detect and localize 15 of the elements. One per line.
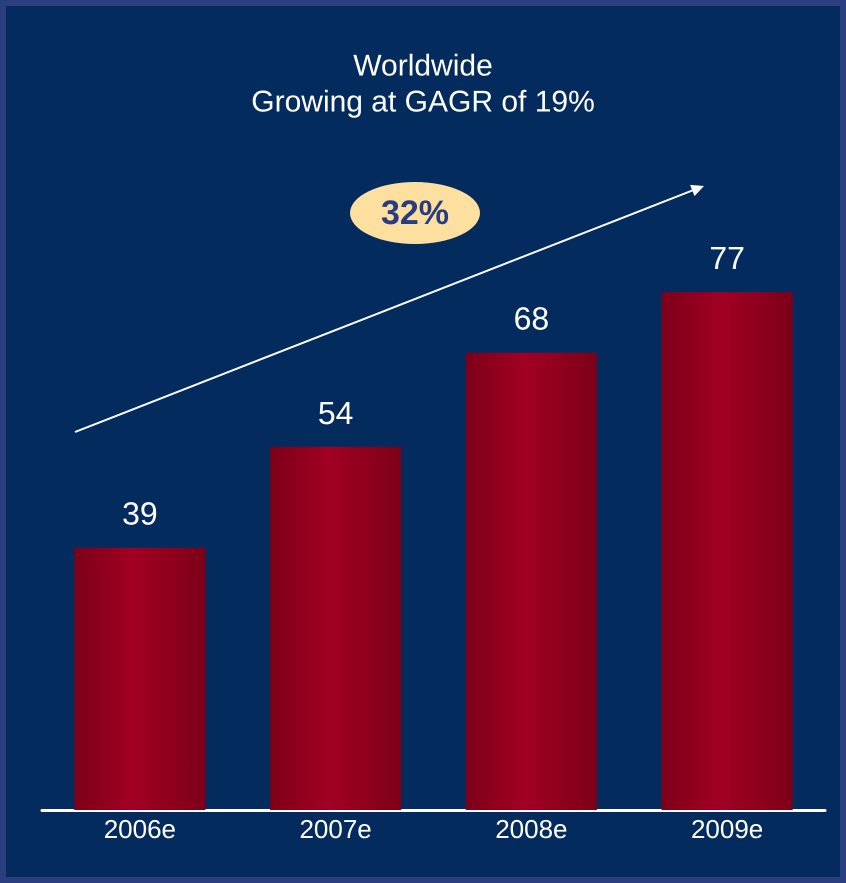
- x-tick-label: 2006e: [104, 814, 176, 844]
- chart-title: Worldwide: [353, 50, 493, 82]
- bar: [466, 352, 597, 810]
- bar: [662, 292, 793, 810]
- data-label: 68: [514, 300, 550, 337]
- x-tick-label: 2007e: [299, 814, 372, 844]
- x-tick-label: 2008e: [495, 814, 568, 844]
- data-label: 54: [318, 394, 354, 431]
- data-label: 77: [709, 240, 745, 276]
- text: 32%: [350, 182, 480, 244]
- bar: [270, 446, 402, 810]
- chart-subtitle: Growing at GAGR of 19%: [251, 86, 595, 118]
- x-tick-label: 2009e: [690, 814, 764, 844]
- data-label: 39: [122, 496, 158, 532]
- bar: [74, 548, 206, 810]
